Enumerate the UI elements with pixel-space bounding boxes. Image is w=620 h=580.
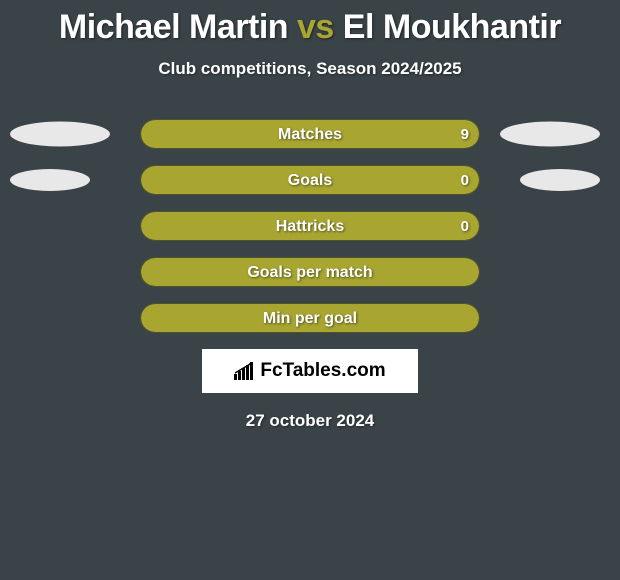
stat-label: Hattricks <box>141 212 479 241</box>
stat-bar: Goals per match <box>140 257 480 287</box>
comparison-row: Matches9 <box>0 119 620 149</box>
title-player1: Michael Martin <box>59 8 288 46</box>
date: 27 october 2024 <box>0 411 620 431</box>
comparison-rows: Matches9Goals0Hattricks0Goals per matchM… <box>0 119 620 333</box>
stat-value-right: 0 <box>461 166 469 195</box>
comparison-row: Goals per match <box>0 257 620 287</box>
page-title: Michael Martin vs El Moukhantir <box>0 0 620 47</box>
comparison-row: Goals0 <box>0 165 620 195</box>
stat-label: Goals <box>141 166 479 195</box>
stat-label: Goals per match <box>141 258 479 287</box>
stat-bar: Min per goal <box>140 303 480 333</box>
stat-value-right: 9 <box>461 120 469 149</box>
player-avatar-left <box>10 122 110 147</box>
title-vs: vs <box>297 8 334 46</box>
bars-icon <box>234 362 256 380</box>
comparison-row: Hattricks0 <box>0 211 620 241</box>
stat-bar: Matches9 <box>140 119 480 149</box>
stat-value-right: 0 <box>461 212 469 241</box>
player-avatar-left <box>10 169 90 191</box>
stat-label: Min per goal <box>141 304 479 333</box>
stat-label: Matches <box>141 120 479 149</box>
title-player2: El Moukhantir <box>343 8 561 46</box>
logo-text: FcTables.com <box>260 360 385 382</box>
subtitle: Club competitions, Season 2024/2025 <box>0 59 620 79</box>
logo-box: FcTables.com <box>202 349 418 393</box>
player-avatar-right <box>500 122 600 147</box>
comparison-row: Min per goal <box>0 303 620 333</box>
stat-bar: Hattricks0 <box>140 211 480 241</box>
logo: FcTables.com <box>234 360 385 382</box>
stat-bar: Goals0 <box>140 165 480 195</box>
player-avatar-right <box>520 169 600 191</box>
